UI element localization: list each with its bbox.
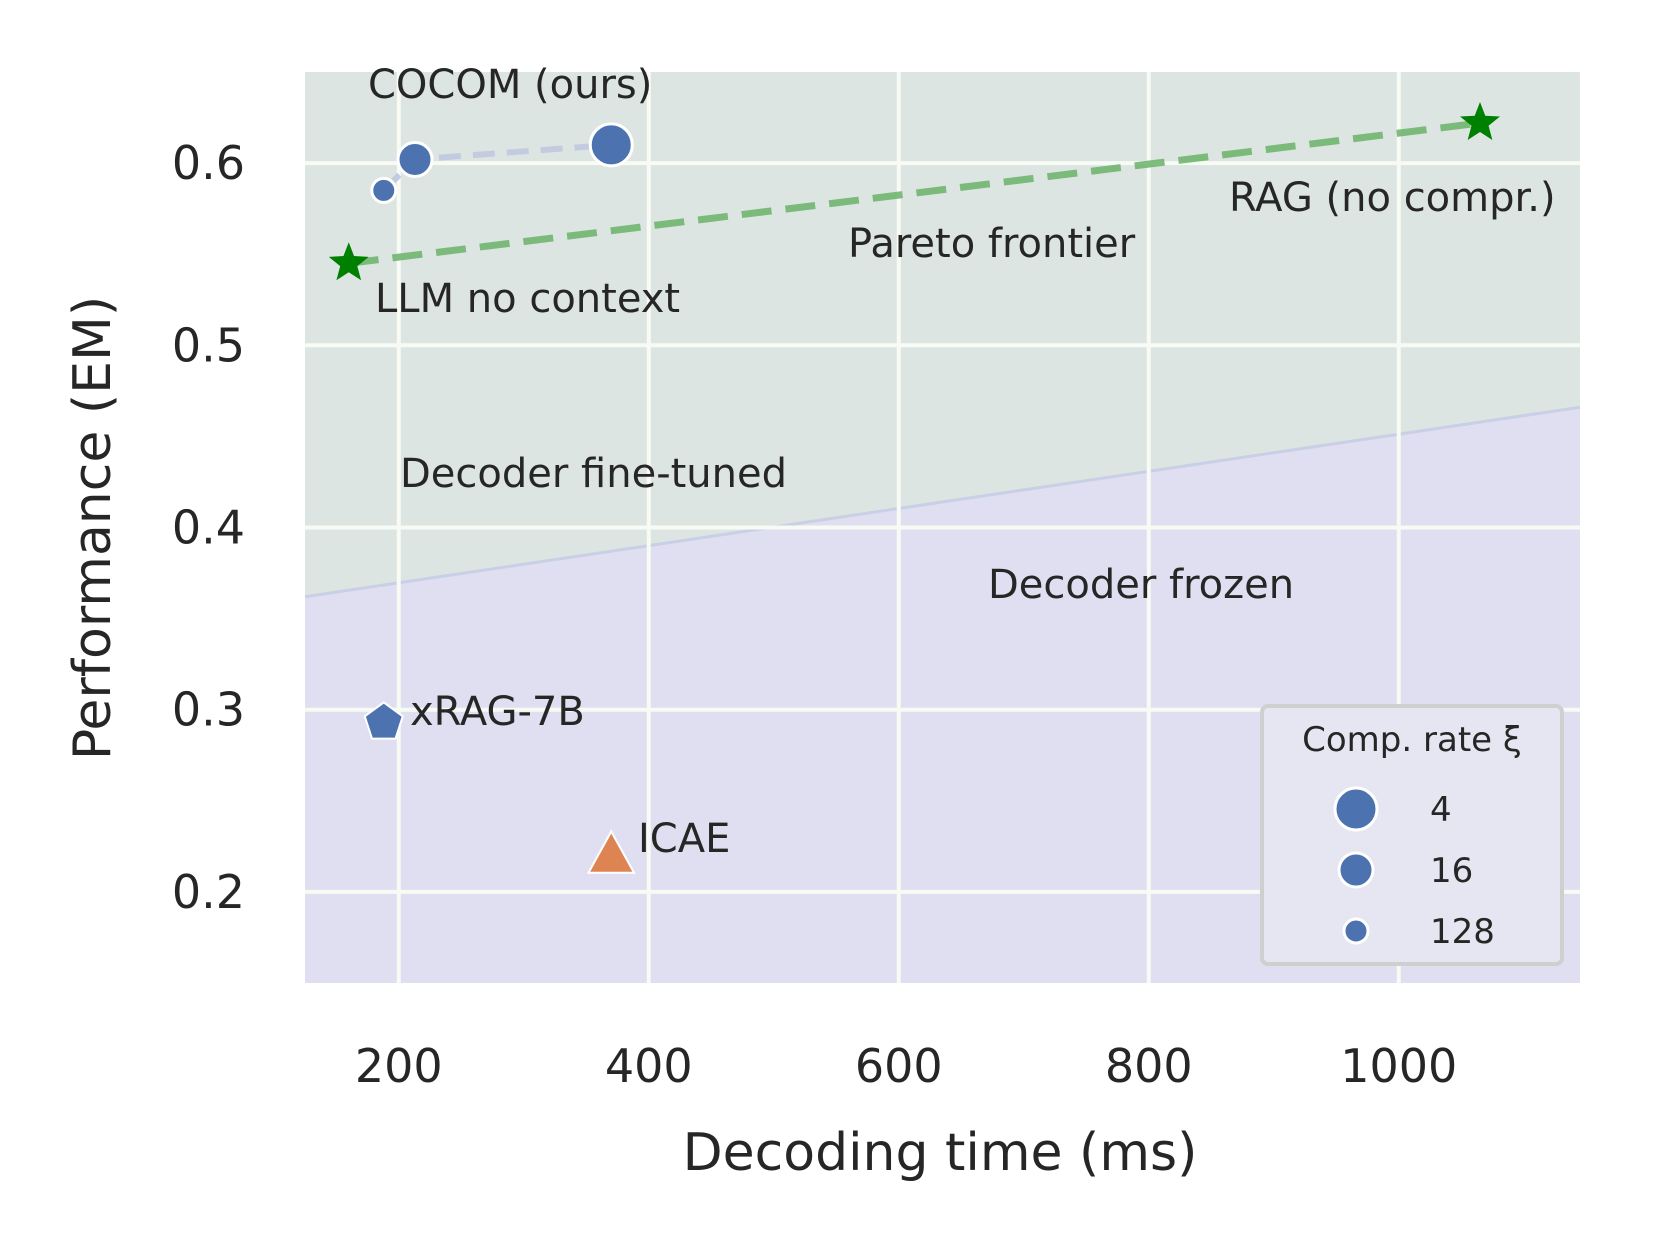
x-tick-label: 400 — [605, 1039, 693, 1093]
llm-no-context-marker — [328, 242, 369, 281]
rag-no-compr-marker — [1460, 102, 1500, 141]
llm-no-context-label: LLM no context — [375, 276, 680, 322]
region-label-frozen: Decoder frozen — [988, 562, 1294, 608]
x-tick-label: 1000 — [1340, 1039, 1457, 1093]
tick-labels: 200 400 600 800 1000 0.2 0.3 0.4 0.5 0.6 — [172, 136, 1457, 1093]
rag-label: RAG (no compr.) — [1229, 175, 1556, 221]
x-tick-label: 800 — [1105, 1039, 1193, 1093]
data-marks — [328, 102, 1500, 874]
y-tick-label: 0.5 — [172, 318, 245, 372]
cocom-ours-marker — [370, 176, 398, 204]
legend-label: 16 — [1430, 851, 1473, 891]
gridlines — [305, 72, 1580, 983]
y-tick-label: 0.6 — [172, 136, 245, 190]
cocom-ours-marker — [588, 122, 634, 168]
cocom-label: COCOM (ours) — [368, 62, 652, 108]
legend-marker — [1342, 917, 1370, 945]
y-tick-label: 0.3 — [172, 683, 245, 737]
legend-frame — [1260, 704, 1564, 966]
xrag-7b-marker — [363, 701, 404, 740]
legend-marker — [1333, 786, 1379, 832]
x-tick-label: 600 — [855, 1039, 943, 1093]
icae-marker — [586, 829, 636, 874]
pareto-frontier-line — [348, 119, 1481, 267]
x-tick-label: 200 — [355, 1039, 443, 1093]
icae-label: ICAE — [638, 816, 730, 862]
y-tick-label: 0.4 — [172, 501, 245, 555]
legend-marker — [1337, 851, 1375, 889]
region-boundary — [304, 405, 1581, 599]
x-axis-label: Decoding time (ms) — [683, 1123, 1198, 1183]
pareto-frontier-label: Pareto frontier — [848, 221, 1136, 267]
legend-label: 4 — [1430, 790, 1452, 830]
cocom-ours-marker — [396, 140, 434, 178]
y-axis-label: Performance (EM) — [63, 296, 123, 760]
legend-title: Comp. rate ξ — [1302, 720, 1522, 760]
region-label-fine-tuned: Decoder fine-tuned — [400, 451, 787, 497]
legend-label: 128 — [1430, 912, 1495, 952]
region-decoder-fine-tuned — [305, 72, 1580, 597]
y-tick-label: 0.2 — [172, 865, 245, 919]
xrag-label: xRAG-7B — [410, 689, 585, 735]
annotations: COCOM (ours) RAG (no compr.) LLM no contex… — [368, 62, 1556, 862]
legend: Comp. rate ξ 4 16 128 — [1260, 704, 1564, 966]
